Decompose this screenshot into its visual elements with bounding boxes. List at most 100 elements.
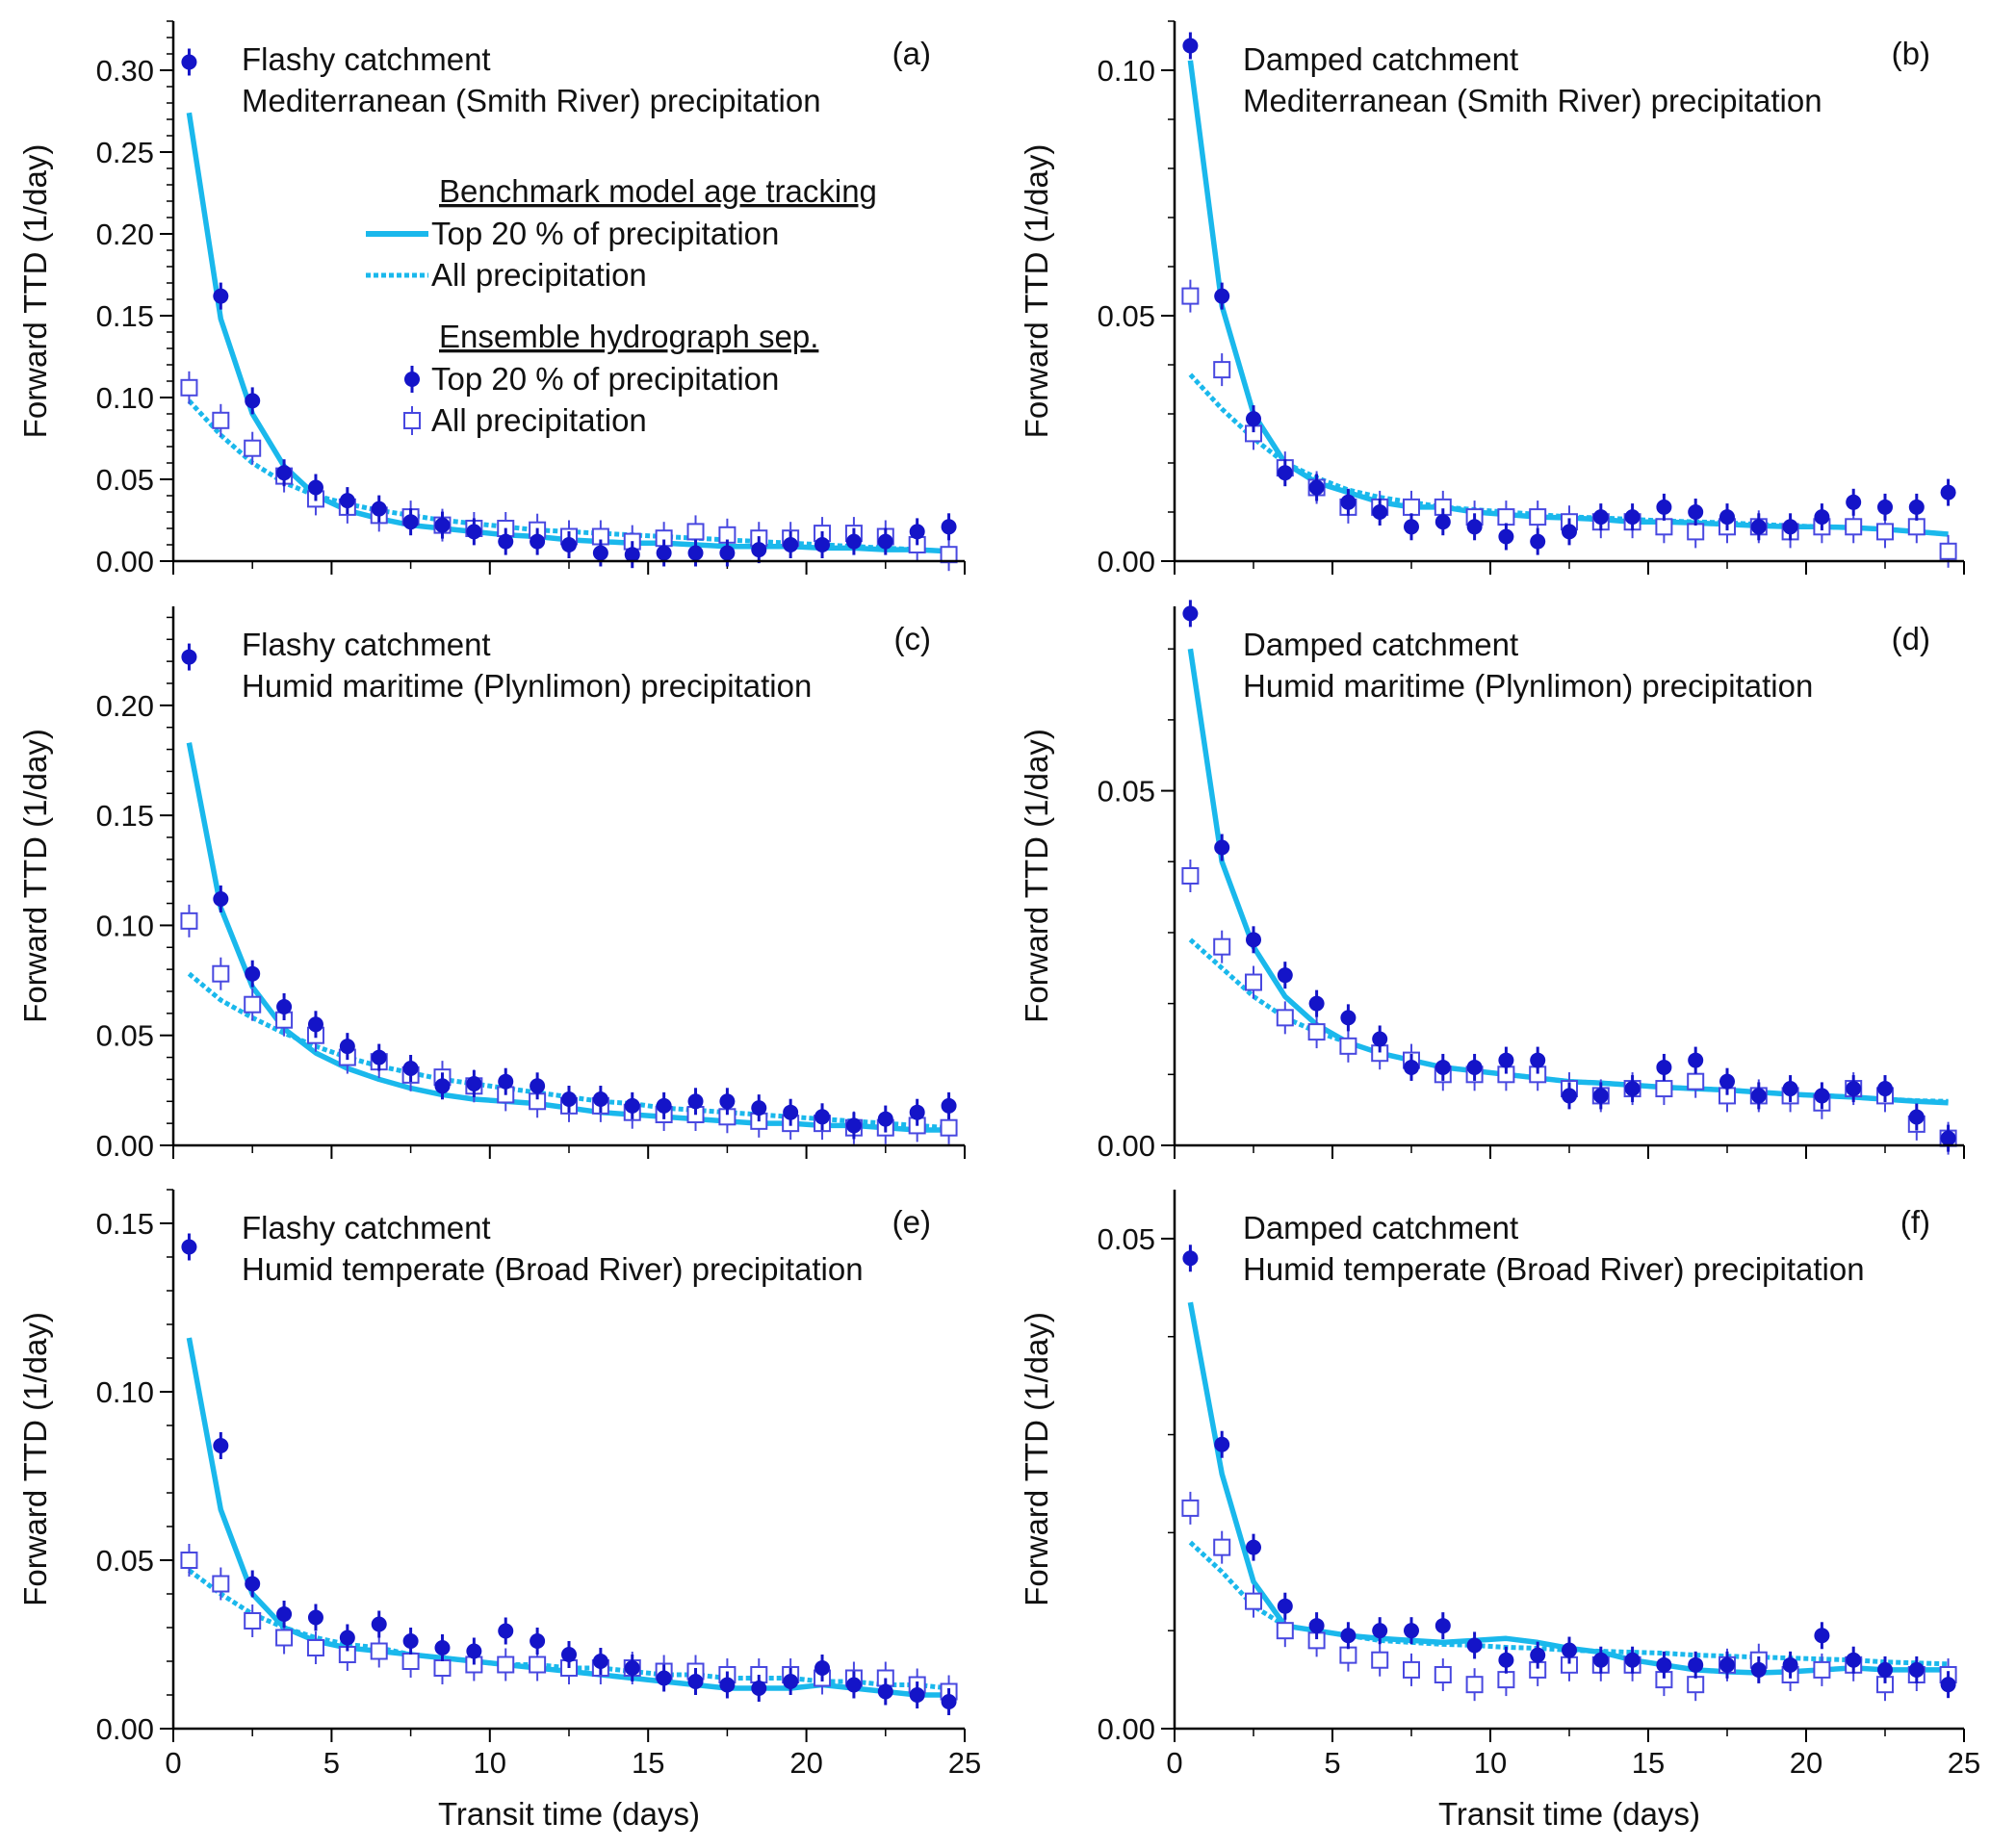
- sep-all-point: [1403, 498, 1420, 516]
- sep-top20-point: [1214, 839, 1230, 856]
- sep-top20-point: [1466, 1059, 1483, 1075]
- sep-all-point: [1434, 1666, 1452, 1683]
- y-tick-label: 0.20: [96, 218, 154, 251]
- sep-top20-point: [1719, 1073, 1735, 1090]
- legend-sep-top-marker: [404, 372, 420, 387]
- sep-top20-point: [909, 524, 925, 540]
- sep-all-point: [180, 378, 198, 397]
- sep-top20-point: [245, 965, 261, 982]
- y-axis-title: Forward TTD (1/day): [17, 144, 53, 439]
- x-tick-label: 25: [1948, 1746, 1980, 1780]
- sep-all-point: [1181, 867, 1200, 885]
- y-axis-title: Forward TTD (1/day): [17, 729, 53, 1023]
- panels-group: 0.00 0.05 0.10 0.15 0.20 0.25 0.30 Forward TTD …: [17, 20, 1980, 1832]
- sep-top20-point: [339, 493, 355, 509]
- sep-top20-point: [592, 1091, 608, 1107]
- sep-top20-point: [1404, 1059, 1419, 1075]
- sep-top20-point: [687, 545, 704, 561]
- sep-top20-point: [1846, 1081, 1862, 1097]
- sep-all-point: [1213, 361, 1231, 379]
- sep-top20-point: [1372, 504, 1388, 520]
- sep-all-point: [244, 995, 262, 1014]
- sep-top20-point: [1624, 1652, 1641, 1668]
- sep-all-point: [1276, 1009, 1294, 1027]
- panel-annotation-line2: Humid temperate (Broad River) precipitat…: [242, 1251, 864, 1287]
- sep-top20-point: [1719, 1656, 1735, 1673]
- sep-top20-point: [1750, 519, 1767, 535]
- sep-all-point: [1213, 937, 1231, 956]
- sep-top20-point: [1877, 1661, 1893, 1678]
- y-axis-title: Forward TTD (1/day): [1019, 144, 1054, 439]
- sep-top20-point: [624, 547, 640, 563]
- sep-top20-point: [783, 1674, 799, 1689]
- sep-top20-point: [213, 891, 229, 907]
- sep-top20-point: [624, 1660, 640, 1676]
- panel-annotation-line1: Damped catchment: [1243, 41, 1518, 77]
- sep-all-point: [1371, 1651, 1389, 1669]
- sep-top20-point: [434, 517, 451, 533]
- panel-annotation-line2: Mediterranean (Smith River) precipitatio…: [1243, 83, 1822, 118]
- sep-top20-point: [687, 1093, 704, 1110]
- sep-top20-point: [1182, 605, 1199, 622]
- sep-top20-point: [1214, 288, 1230, 304]
- sep-top20-point: [941, 1097, 957, 1114]
- sep-top20-point: [307, 1609, 323, 1626]
- panel-label: (b): [1892, 36, 1930, 71]
- sep-top20-point: [814, 1660, 831, 1676]
- sep-all-point: [1213, 1538, 1231, 1556]
- sep-top20-point: [276, 465, 293, 481]
- sep-top20-point: [1592, 1652, 1609, 1668]
- sep-all-point: [401, 1653, 420, 1670]
- y-tick-label: 0.00: [1098, 545, 1155, 578]
- sep-top20-point: [656, 1670, 672, 1686]
- sep-top20-point: [530, 1633, 546, 1649]
- x-tick-label: 0: [1166, 1746, 1182, 1780]
- chart-panel: 0 5 10 15 20 25 0.00 0.05 Forward TTD (1/day) Tra…: [1019, 1190, 1980, 1832]
- sep-top20-point: [1277, 465, 1293, 481]
- sep-top20-point: [1372, 1031, 1388, 1047]
- sep-top20-point: [1246, 932, 1261, 948]
- sep-all-point: [1245, 1592, 1262, 1610]
- sep-top20-point: [1466, 519, 1483, 535]
- sep-top20-point: [1340, 494, 1357, 510]
- series-model-top20-line: [186, 742, 949, 1133]
- sep-all-point: [212, 1575, 230, 1593]
- sep-all-point: [1497, 508, 1515, 526]
- sep-all-point: [1813, 1660, 1831, 1679]
- y-tick-label: 0.25: [96, 136, 154, 169]
- sep-all-point: [212, 964, 230, 983]
- sep-top20-point: [1404, 1623, 1419, 1639]
- sep-top20-point: [814, 537, 831, 552]
- sep-top20-point: [402, 1633, 419, 1649]
- sep-top20-point: [1877, 499, 1893, 515]
- sep-top20-point: [1530, 533, 1546, 550]
- y-tick-label: 0.05: [96, 1019, 154, 1053]
- sep-all-point: [1845, 518, 1863, 536]
- panel-annotation-line2: Humid temperate (Broad River) precipitat…: [1243, 1251, 1865, 1287]
- y-tick-label: 0.30: [96, 54, 154, 88]
- sep-top20-point: [1340, 1010, 1357, 1026]
- sep-top20-point: [498, 1623, 514, 1639]
- sep-all-point: [1181, 287, 1200, 305]
- sep-all-point: [1687, 1072, 1705, 1091]
- sep-top20-point: [1814, 1628, 1830, 1644]
- sep-top20-point: [1277, 967, 1293, 984]
- sep-all-point: [1465, 1676, 1484, 1694]
- sep-top20-point: [719, 545, 736, 561]
- sep-top20-point: [1434, 1059, 1451, 1075]
- sep-top20-point: [276, 999, 293, 1014]
- sep-top20-point: [466, 1643, 482, 1659]
- sep-top20-point: [941, 519, 957, 535]
- sep-top20-point: [1814, 1088, 1830, 1104]
- sep-all-point: [940, 1118, 958, 1137]
- y-tick-label: 0.05: [1098, 299, 1155, 333]
- sep-top20-point: [371, 500, 387, 517]
- sep-top20-point: [466, 1076, 482, 1091]
- sep-top20-point: [783, 537, 799, 552]
- sep-top20-point: [1656, 1656, 1672, 1673]
- legend-sep-top-label: Top 20 % of precipitation: [431, 361, 779, 397]
- sep-top20-point: [371, 1049, 387, 1065]
- sep-top20-point: [245, 1576, 261, 1592]
- sep-top20-point: [751, 1100, 767, 1116]
